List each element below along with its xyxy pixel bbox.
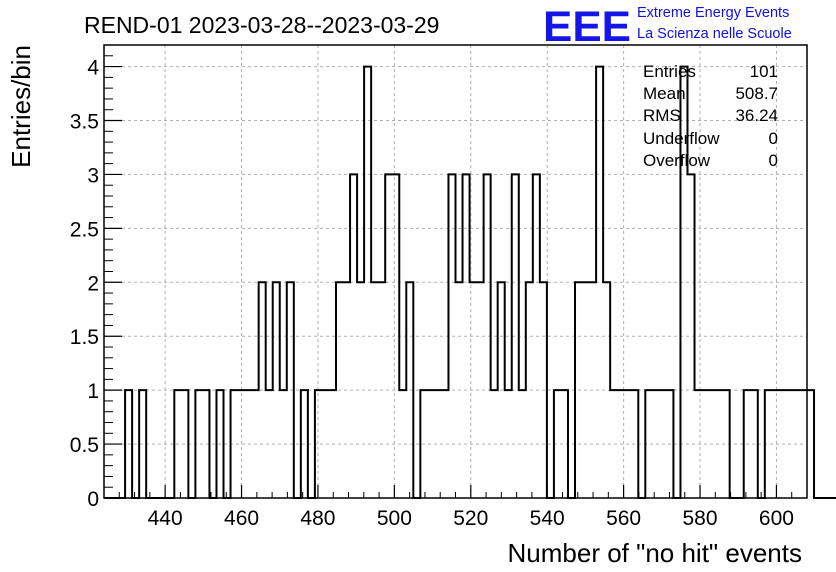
y-tick-label: 1.5 xyxy=(70,326,99,349)
stats-underflow-label: Underflow xyxy=(643,129,720,148)
stats-box: Entries 101 Mean 508.7 RMS 36.24 Underfl… xyxy=(643,62,778,170)
x-tick-label: 480 xyxy=(300,507,335,530)
y-tick-label: 2 xyxy=(87,272,99,295)
tick-labels: 440 460 480 500 520 540 560 580 600 0 0.5 1 1.5 2 2.5 3… xyxy=(70,57,794,530)
stats-entries-label: Entries xyxy=(643,62,696,81)
stats-overflow-label: Overflow xyxy=(643,151,711,170)
axis-ticks xyxy=(104,44,793,499)
stats-mean-label: Mean xyxy=(643,84,686,103)
x-tick-label: 500 xyxy=(377,507,412,530)
stats-mean-value: 508.7 xyxy=(735,84,778,103)
y-tick-label: 1 xyxy=(87,380,99,403)
x-tick-label: 580 xyxy=(682,507,717,530)
logo-line-2: La Scienza nelle Scuole xyxy=(637,26,792,42)
stats-underflow-value: 0 xyxy=(769,129,778,148)
x-tick-label: 600 xyxy=(759,507,794,530)
x-tick-label: 460 xyxy=(224,507,259,530)
stats-rms-label: RMS xyxy=(643,106,681,125)
x-axis-title: Number of "no hit" events xyxy=(508,538,803,568)
y-tick-label: 3.5 xyxy=(70,111,99,134)
chart-title: REND-01 2023-03-28--2023-03-29 xyxy=(84,12,439,38)
stats-entries-value: 101 xyxy=(750,62,778,81)
y-tick-label: 0 xyxy=(87,488,99,511)
logo-mark: EEE xyxy=(543,3,631,51)
stats-overflow-value: 0 xyxy=(769,151,778,170)
x-tick-label: 560 xyxy=(606,507,641,530)
y-tick-label: 2.5 xyxy=(70,218,99,241)
y-tick-label: 0.5 xyxy=(70,434,99,457)
stats-rms-value: 36.24 xyxy=(735,106,778,125)
logo: EEE Extreme Energy Events La Scienza nel… xyxy=(543,3,792,51)
x-tick-label: 440 xyxy=(148,507,183,530)
logo-line-1: Extreme Energy Events xyxy=(637,5,789,21)
x-tick-label: 540 xyxy=(530,507,565,530)
y-axis-title: Entries/bin xyxy=(6,45,36,168)
y-tick-label: 4 xyxy=(87,57,99,80)
x-tick-label: 520 xyxy=(453,507,488,530)
y-tick-label: 3 xyxy=(87,164,99,187)
